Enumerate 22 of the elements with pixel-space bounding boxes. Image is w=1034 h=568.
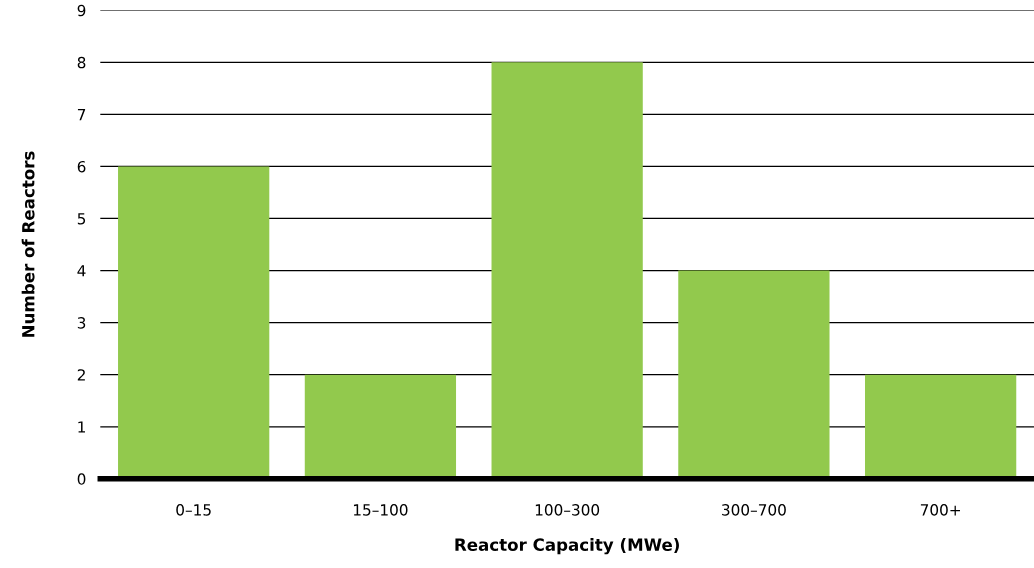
y-tick-label: 0	[77, 473, 86, 485]
y-tick-label: 1	[78, 421, 85, 433]
bar	[491, 62, 643, 479]
y-tick-label: 4	[77, 265, 86, 277]
y-tick-label: 5	[77, 213, 86, 225]
x-axis-title: Reactor Capacity (MWe)	[455, 538, 679, 555]
x-tick-label: 700+	[920, 504, 960, 516]
y-tick-label: 9	[77, 4, 86, 17]
bar	[865, 374, 1017, 479]
bar	[304, 374, 457, 479]
x-tick-label: 15–100	[353, 504, 408, 516]
x-tick-label: 100–300	[535, 504, 600, 516]
y-tick-label: 2	[77, 369, 85, 381]
y-tick-label: 6	[77, 160, 86, 173]
y-tick-label: 3	[77, 317, 86, 329]
y-axis-title: Number of Reactors	[21, 151, 35, 337]
bar	[118, 166, 270, 479]
x-tick-label: 0–15	[176, 504, 211, 516]
y-tick-label: 8	[77, 56, 86, 69]
x-tick-label: 300–700	[722, 504, 786, 516]
y-tick-label: 7	[77, 109, 86, 121]
bar	[678, 270, 830, 479]
